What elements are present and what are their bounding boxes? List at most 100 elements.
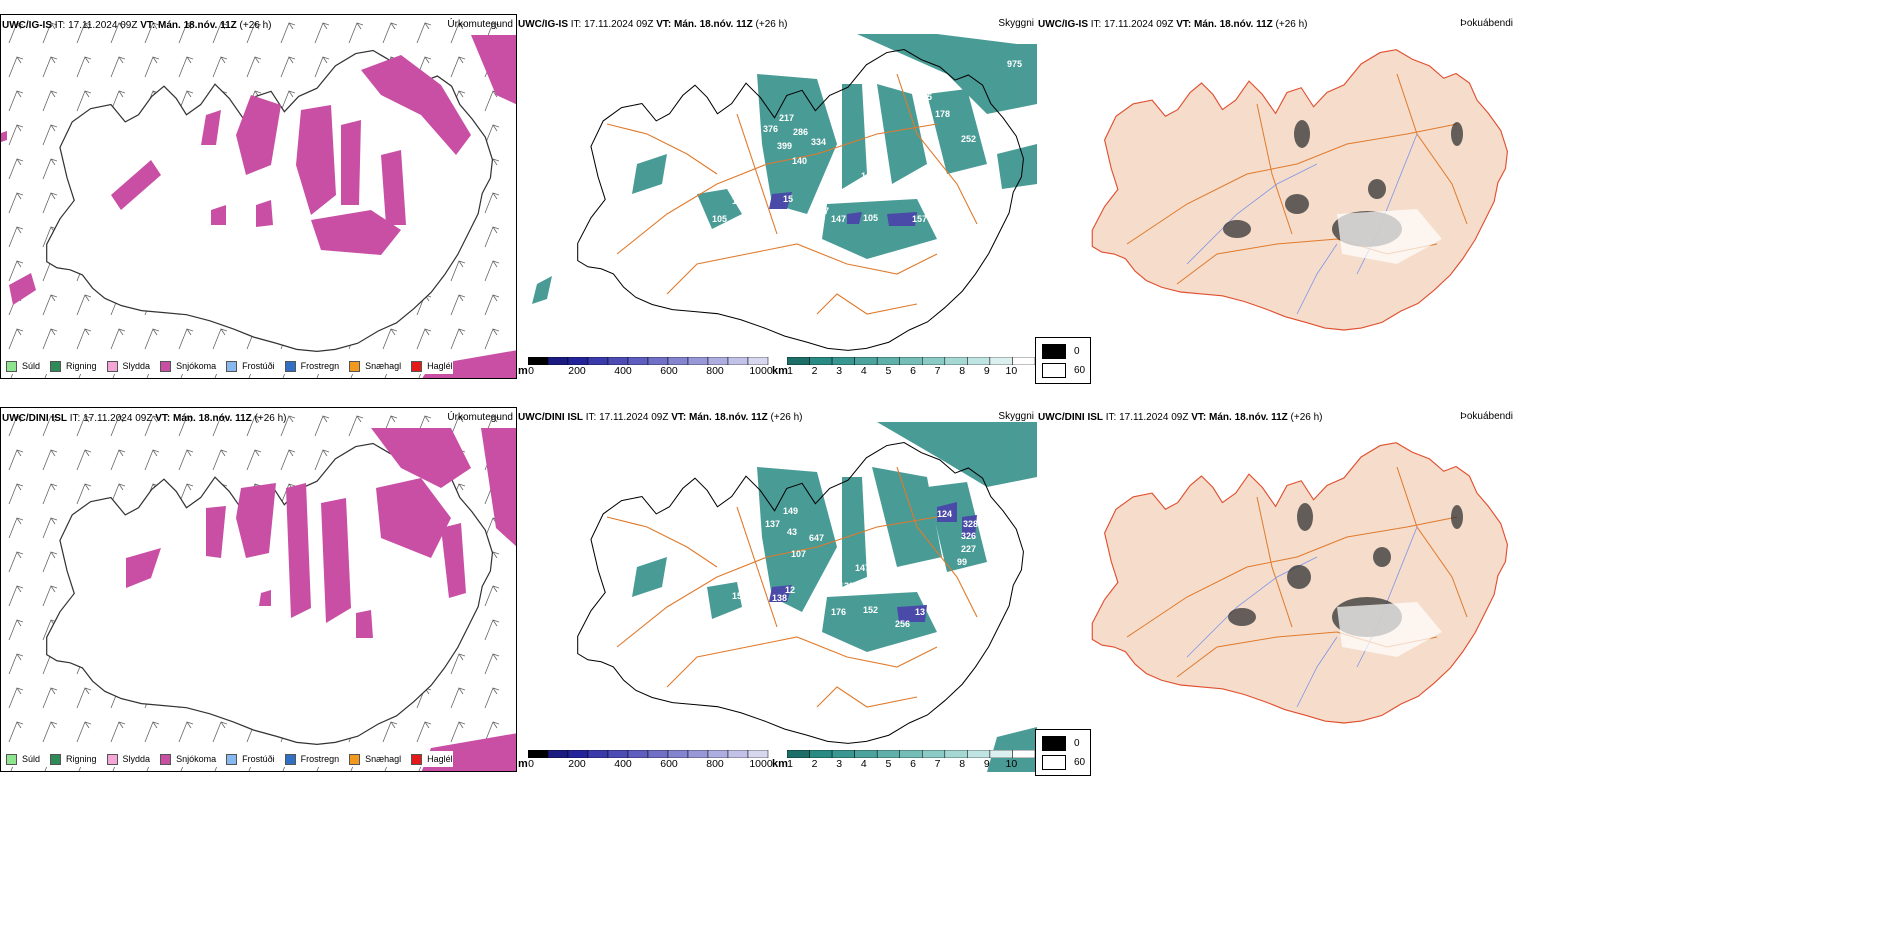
vis-label: 139 (839, 581, 854, 591)
colorbar-segment (922, 357, 946, 365)
colorbar-segment (944, 357, 968, 365)
visibility-map (532, 34, 1037, 351)
precip-legend: Súld Rigning Slydda Snjókoma Frostúði Fr… (6, 358, 453, 374)
visibility-panel-row1: Skyggni UWC/IG-IS IT: 17.11.2024 09Z VT:… (517, 14, 1037, 379)
colorbar-tick: 9 (983, 758, 990, 770)
colorbar-tick: 1000 (749, 365, 773, 377)
legend-item: Haglél (411, 753, 453, 765)
vis-label: 256 (895, 619, 910, 629)
colorbar-segment (787, 357, 810, 365)
legend-item: Rigning (50, 753, 97, 765)
colorbar-tick: 6 (910, 758, 916, 770)
legend-swatch (6, 360, 17, 372)
colorbar-segment (727, 750, 749, 758)
colorbar-tick: 600 (660, 758, 678, 770)
panel-type-label: Úrkomutegund (447, 412, 513, 423)
legend-swatch (411, 753, 423, 765)
colorbar-segment (607, 750, 629, 758)
panel-title: UWC/IG-IS IT: 17.11.2024 09Z VT: Mán. 18… (518, 19, 788, 30)
colorbar-tick: 400 (614, 365, 632, 377)
colorbar-segment (547, 750, 569, 758)
legend-item: Snæhagl (349, 360, 401, 372)
colorbar-unit: m (518, 365, 528, 377)
colorbar-gradient (787, 357, 1036, 365)
vis-label: 141 (861, 171, 876, 181)
colorbar-segment (567, 750, 589, 758)
precip-panel-row1: UWC/IG-IS IT: 17.11.2024 09Z VT: Mán. 18… (0, 14, 517, 379)
vis-label: 376 (763, 124, 778, 134)
legend-item: Snjókoma (160, 360, 216, 372)
vis-label: 152 (863, 605, 878, 615)
visibility-map (577, 422, 1037, 772)
colorbar-segment (528, 750, 549, 758)
panel-type-label: Skyggni (998, 18, 1034, 29)
legend-item: Frostúði (226, 360, 275, 372)
colorbar-segment (989, 750, 1013, 758)
legend-swatch (160, 753, 172, 765)
colorbar-tick: 10 (1005, 365, 1018, 377)
vis-label: 147 (831, 214, 846, 224)
colorbar-segment (627, 357, 649, 365)
colorbar-segment (587, 750, 609, 758)
vis-label: 975 (1007, 59, 1022, 69)
colorbar-segment (831, 357, 855, 365)
colorbar-segment (854, 750, 878, 758)
vis-label: 17 (819, 206, 829, 216)
vis-number-labels: 975 855 217 376 286 399 334 140 178 79 2… (712, 59, 1022, 224)
panel-type-label: Þokuábendi (1460, 411, 1513, 422)
vis-label: 1 (732, 196, 737, 206)
fog-map (1091, 49, 1508, 331)
vis-label: 147 (855, 563, 870, 573)
vis-label: 138 (772, 593, 787, 603)
vis-label: 328 (963, 519, 978, 529)
colorbar-unit: m (518, 758, 528, 770)
colorbar-tick: 1000 (749, 758, 773, 770)
colorbar-gradient (787, 750, 1036, 758)
colorbar-segment (899, 357, 923, 365)
vis-label: 286 (793, 127, 808, 137)
vis-label: 124 (937, 509, 952, 519)
legend-item: Slydda (106, 360, 150, 372)
colorbar-tick: 5 (885, 365, 892, 377)
colorbar-segment (876, 750, 900, 758)
colorbar-segment (854, 357, 878, 365)
legend-item: Snæhagl (349, 753, 401, 765)
colorbar-segment (667, 357, 689, 365)
fog-panel-row1: UWC/IG-IS IT: 17.11.2024 09Z VT: Mán. 18… (1037, 14, 1517, 354)
vis-label: 79 (925, 131, 935, 141)
colorbar-tick: 6 (910, 365, 916, 377)
vis-label: 576 (811, 599, 826, 609)
legend-swatch (226, 360, 238, 372)
fog-legend-item: 60 (1042, 755, 1085, 770)
vis-label: 25 (839, 190, 849, 200)
legend-swatch (50, 753, 62, 765)
fog-legend-item: 0 (1042, 344, 1080, 359)
vis-label: 43 (787, 527, 797, 537)
legend-swatch (349, 753, 361, 765)
vis-label: 178 (935, 109, 950, 119)
colorbar-tick: 7 (934, 365, 941, 377)
colorbar-tick: 200 (568, 758, 586, 770)
vis-label: 176 (831, 607, 846, 617)
colorbar-segment (876, 357, 900, 365)
colorbar-segment (547, 357, 569, 365)
colorbar-tick: 0 (528, 365, 534, 377)
vis-label: 13 (915, 607, 925, 617)
vis-label: 107 (791, 549, 806, 559)
legend-swatch (226, 753, 238, 765)
colorbar-segment (922, 750, 946, 758)
legend-swatch (50, 360, 62, 372)
colorbar-tick: 1 (787, 758, 793, 770)
colorbar-segment (667, 750, 689, 758)
panel-title: UWC/IG-IS IT: 17.11.2024 09Z VT: Mán. 18… (2, 20, 272, 31)
fog-legend-item: 0 (1042, 736, 1080, 751)
colorbar-segment (967, 750, 991, 758)
snow-areas (1, 35, 516, 378)
legend-item: Haglél (411, 360, 453, 372)
vis-label: 855 (917, 92, 932, 102)
colorbar-tick: 8 (959, 758, 966, 770)
fog-legend: 0 60 (1035, 729, 1091, 776)
vis-label: 326 (961, 531, 976, 541)
legend-swatch (160, 360, 172, 372)
panel-title: UWC/DINI ISL IT: 17.11.2024 09Z VT: Mán.… (518, 412, 803, 423)
